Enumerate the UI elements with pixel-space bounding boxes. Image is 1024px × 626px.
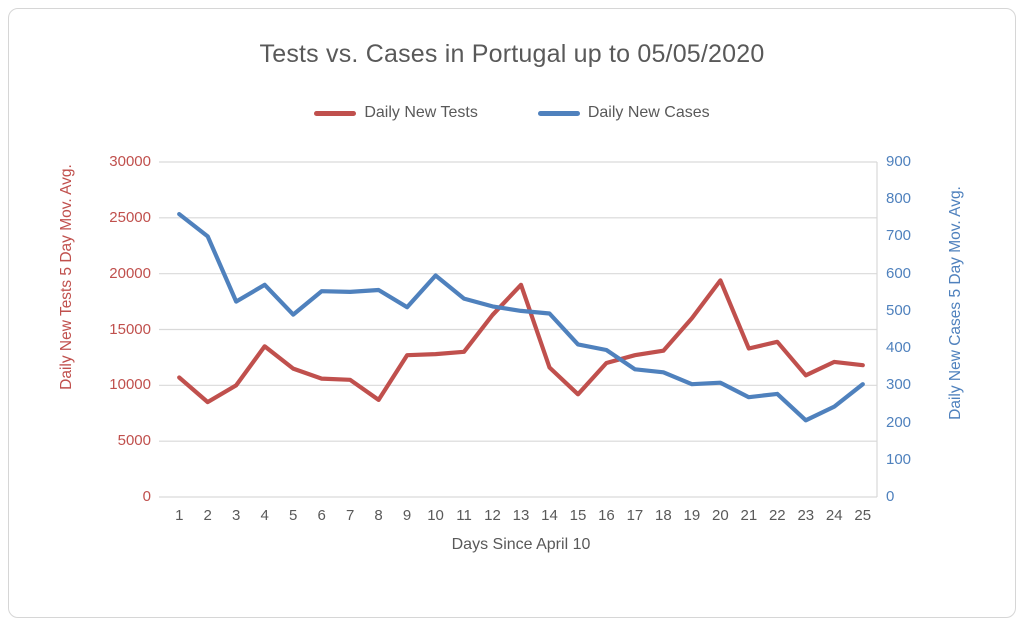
x-axis-tick-label: 3 [232,507,241,524]
x-axis-tick-label: 17 [626,507,644,524]
x-axis-tick-label: 9 [402,507,412,524]
x-axis-tick-label: 2 [203,507,212,524]
x-axis-tick-label: 16 [598,507,615,524]
x-axis-tick-label: 19 [683,507,701,524]
chart-title: Tests vs. Cases in Portugal up to 05/05/… [259,40,765,68]
x-axis-tick-label: 18 [655,507,672,524]
x-axis-tick-label: 10 [427,507,444,524]
left-axis-tick-label: 5000 [117,432,151,450]
right-axis-tick-label: 200 [886,413,912,431]
x-axis-tick-label: 5 [288,507,298,524]
x-axis-tick-label: 8 [374,507,383,524]
series-line-daily-new-tests [177,278,865,405]
x-axis-tick-label: 24 [825,507,843,524]
left-axis-tick-label: 15000 [109,320,151,338]
legend-swatch-tests-icon [314,110,357,116]
left-axis-tick-label: 25000 [109,208,151,226]
right-axis-tick-label: 500 [886,301,912,319]
x-axis-tick-label: 20 [712,507,729,524]
legend-label-tests: Daily New Tests [364,104,478,121]
x-axis-tick-label: 1 [175,507,184,524]
x-axis-tick-label: 12 [484,507,501,524]
left-axis-tick-label: 0 [142,488,151,505]
x-axis-tick-label: 25 [854,507,872,524]
right-axis-tick-label: 300 [886,376,912,394]
x-axis-tick-label: 6 [317,507,326,524]
x-axis-tick-label: 13 [512,507,530,524]
right-axis-tick-label: 600 [886,264,912,282]
right-axis-tick-label: 100 [886,450,912,468]
series-line-daily-new-cases [177,212,865,423]
left-axis-title: Daily New Tests 5 Day Mov. Avg. [58,164,75,390]
chart-frame [8,8,1016,618]
legend-label-cases: Daily New Cases [587,104,710,121]
right-axis-title: Daily New Cases 5 Day Mov. Avg. [947,186,964,420]
legend-item-daily-new-cases: Daily New Cases [537,104,710,122]
x-axis-tick-label: 23 [797,507,815,524]
left-axis-tick-label: 10000 [109,376,151,394]
left-axis-tick-label: 30000 [109,153,151,170]
right-axis-tick-label: 0 [886,488,895,505]
x-axis-tick-label: 21 [740,507,758,524]
right-axis-tick-label: 400 [886,339,912,357]
x-axis-tick-label: 22 [768,507,786,524]
x-axis-tick-label: 15 [569,507,587,524]
right-axis-tick-label: 900 [886,153,912,170]
legend-item-daily-new-tests: Daily New Tests [314,104,478,122]
x-axis-tick-label: 4 [260,507,269,524]
right-axis-tick-label: 700 [886,227,912,245]
right-axis-tick-label: 800 [886,190,912,208]
x-axis-title: Days Since April 10 [451,536,591,553]
left-axis-tick-label: 20000 [109,264,151,282]
x-axis-tick-label: 14 [541,507,558,524]
legend: Daily New Tests Daily New Cases [0,104,1024,122]
x-axis-tick-label: 11 [456,507,472,524]
legend-swatch-cases-icon [537,110,580,116]
x-axis-tick-label: 7 [345,507,355,524]
